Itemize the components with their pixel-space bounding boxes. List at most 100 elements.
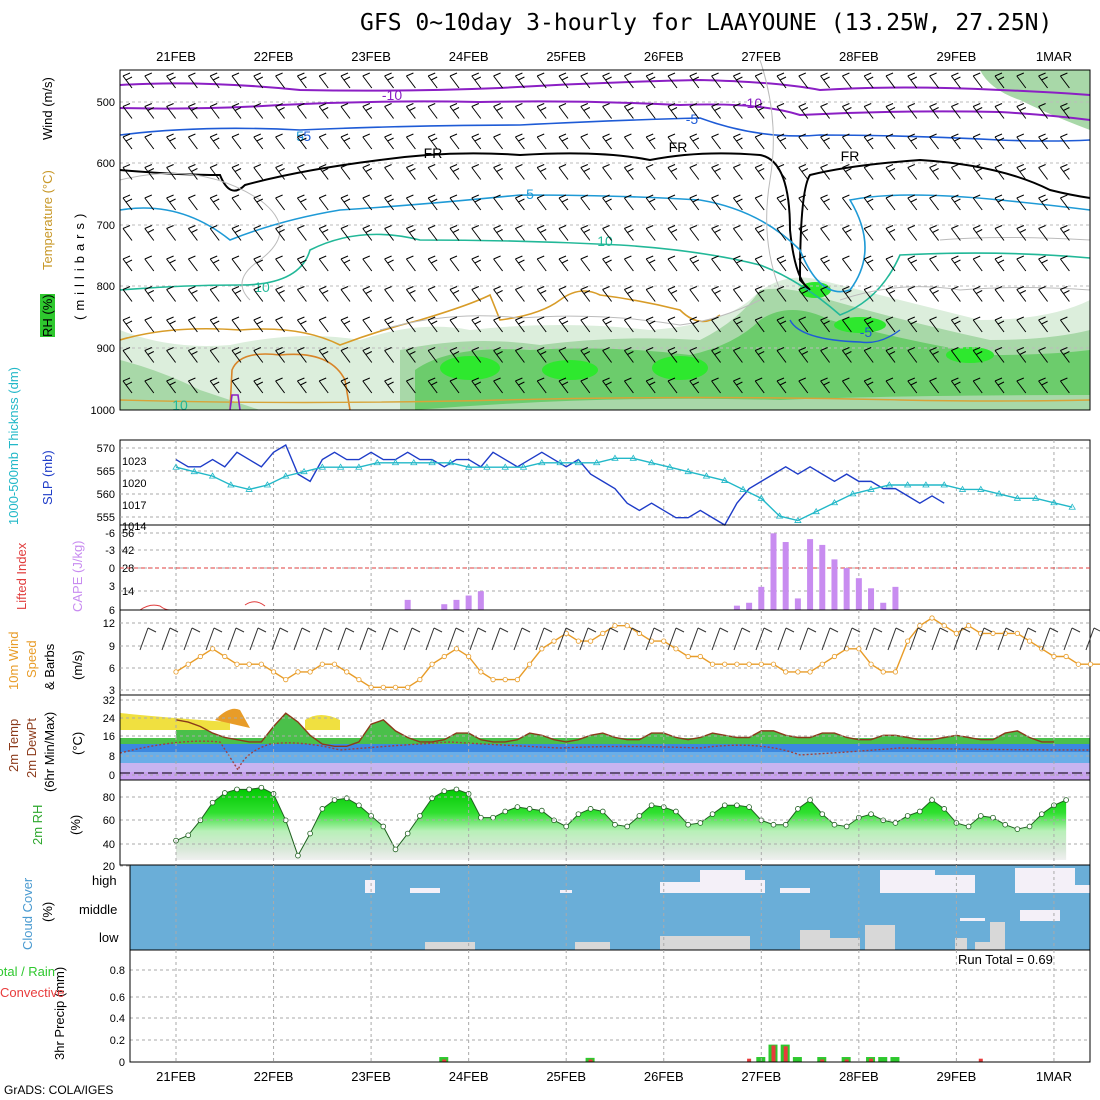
cloud-level-middle: middle [79, 902, 118, 917]
wind-barb-staff [493, 228, 504, 241]
wind-barb-flag [624, 225, 632, 229]
wind-barb [733, 255, 743, 272]
rh-point [1014, 826, 1021, 832]
wind-barb-flag [537, 286, 545, 290]
wind-barb-flag [624, 194, 632, 199]
wind10-barb-staff [755, 627, 765, 651]
wind10-barb-flag [477, 627, 487, 633]
rh-point [1063, 797, 1069, 803]
wind10-point [539, 646, 545, 652]
temp-band [120, 763, 1090, 772]
rh-ytick: 40 [103, 839, 115, 851]
wind-barb-flag [733, 103, 741, 107]
wind10-point [624, 623, 630, 629]
wind10-point [551, 638, 557, 644]
wind10-barb [513, 627, 531, 651]
wind-barb-staff [754, 167, 765, 180]
wind-barb [689, 377, 700, 394]
wind-barb [427, 316, 438, 333]
wind-barb-flag [711, 164, 719, 168]
wind-barb-flag [866, 381, 874, 386]
wind-barb-staff [166, 228, 177, 241]
wind-barb-flag [842, 225, 850, 229]
wind-barb-staff [885, 350, 896, 363]
wind-barb-staff [558, 197, 569, 211]
wind-barb-staff [624, 106, 634, 119]
wind-barb-flag [798, 133, 806, 138]
wind-barb-flag [646, 377, 654, 382]
precip-panel-bg [130, 950, 1090, 1062]
wind-barb [885, 164, 896, 180]
wind-barb-staff [1016, 380, 1027, 394]
wind-barb-flag [733, 225, 741, 229]
wind-barb-staff [427, 197, 438, 211]
wind10-barb [1019, 627, 1037, 651]
wind-barb [405, 103, 416, 119]
date-label-bottom: 29FEB [937, 1069, 977, 1084]
wind-barb [972, 225, 983, 241]
wind-barb-flag [1038, 194, 1046, 199]
wind-barb-flag [537, 255, 545, 260]
wind-barb-flag [452, 168, 460, 172]
wind-barb [711, 377, 721, 394]
wind-barb-staff [493, 319, 504, 333]
precip-ytick: 0.2 [110, 1035, 125, 1047]
wind-barb-flag [144, 225, 152, 229]
wind-barb-staff [580, 75, 591, 89]
wind-barb [842, 133, 852, 150]
wind-barb-staff [645, 136, 656, 150]
wind10-barb [931, 627, 949, 651]
wind-barb-flag [929, 286, 937, 290]
wind-barb [885, 225, 896, 241]
wind-barb [166, 377, 177, 394]
wind-barb [471, 377, 482, 394]
wind-barb-flag [689, 72, 697, 77]
wind-barb [318, 255, 329, 272]
wind-barb-flag [842, 72, 850, 77]
wind-barb-staff [1016, 289, 1027, 302]
wind-barb [907, 225, 918, 241]
wind-barb-flag [973, 103, 981, 107]
wind-barb-staff [275, 136, 286, 150]
wind-barb-flag [646, 164, 654, 168]
wind-barb-flag [234, 168, 242, 172]
wind-barb-staff [449, 289, 460, 302]
wind-barb-staff [842, 380, 852, 394]
wind-barb-flag [169, 137, 176, 142]
wind10-barb-staff [975, 627, 985, 651]
wind-barb-staff [362, 319, 373, 333]
wind-barb [929, 316, 939, 333]
wind-barb-flag [779, 259, 787, 264]
wind-barb [994, 133, 1005, 150]
wind-barb-flag [733, 255, 741, 260]
wind-barb-staff [275, 289, 286, 302]
wind-barb-staff [318, 350, 329, 363]
wind-barb [275, 225, 286, 241]
wind-barb-flag [493, 194, 501, 199]
wind-barb [144, 164, 155, 180]
wind-barb [296, 316, 307, 333]
wind-barb-flag [518, 76, 525, 81]
wind-barb-flag [561, 259, 569, 264]
wind-barb [667, 377, 678, 394]
wind-barb [1038, 255, 1048, 272]
wind-barb [449, 72, 460, 89]
wind-barb-staff [754, 136, 765, 150]
wind-barb-flag [670, 351, 678, 355]
wind-barb [907, 103, 918, 119]
wind-barb-flag [733, 164, 741, 168]
wind-barb-flag [994, 133, 1003, 138]
wind-barb-flag [842, 347, 850, 351]
wind-barb-staff [558, 350, 569, 363]
thickness-point [355, 463, 363, 470]
cape-bar [807, 539, 814, 610]
temp-band [120, 744, 1090, 752]
wind-barb-flag [823, 320, 830, 325]
wind-barb [536, 316, 547, 333]
date-label-top: 22FEB [254, 49, 294, 64]
wind-barb [318, 347, 329, 363]
wind-barb-flag [755, 286, 763, 290]
wind10-barb-staff [843, 627, 853, 651]
wind-barb [776, 347, 787, 363]
ylabel-precip: 3hr Precip (mm) [52, 966, 67, 1060]
